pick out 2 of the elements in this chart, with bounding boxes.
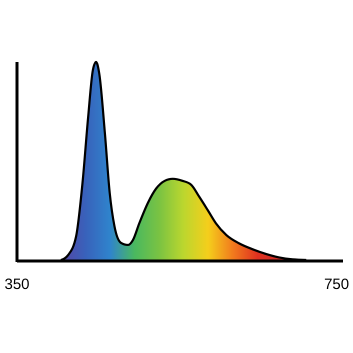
x-tick-label: 350: [4, 276, 30, 293]
x-tick-label: 750: [324, 276, 350, 293]
